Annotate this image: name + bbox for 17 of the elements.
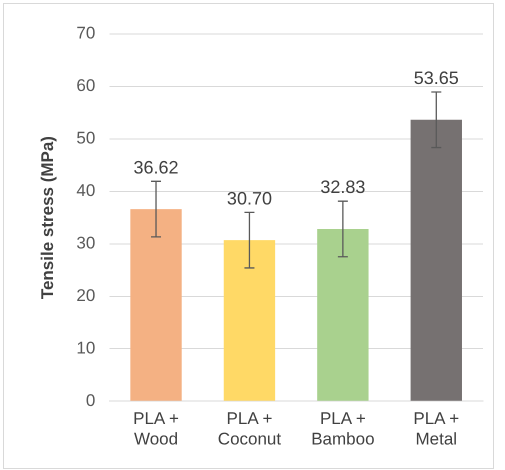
x-tick-label: PLA + Wood [133,409,180,448]
y-tick-label: 20 [76,286,96,305]
data-label: 36.62 [133,157,179,178]
data-label: 32.83 [320,177,366,198]
y-tick-label: 40 [76,181,96,200]
data-label: 30.70 [226,188,272,208]
x-tick-label: PLA + Coconut [218,409,282,448]
x-tick-label: PLA + Bamboo [311,409,375,448]
y-tick-label: 10 [76,338,96,358]
x-tick-label: PLA + Metal [413,409,460,448]
y-tick-label: 30 [76,234,96,253]
y-axis-title: Tensile stress (MPa) [38,136,57,300]
data-label: 53.65 [414,68,459,88]
y-tick-label: 60 [76,76,96,96]
y-tick-label: 50 [76,128,96,148]
y-tick-label: 0 [86,390,96,410]
y-tick-label: 70 [76,24,96,43]
